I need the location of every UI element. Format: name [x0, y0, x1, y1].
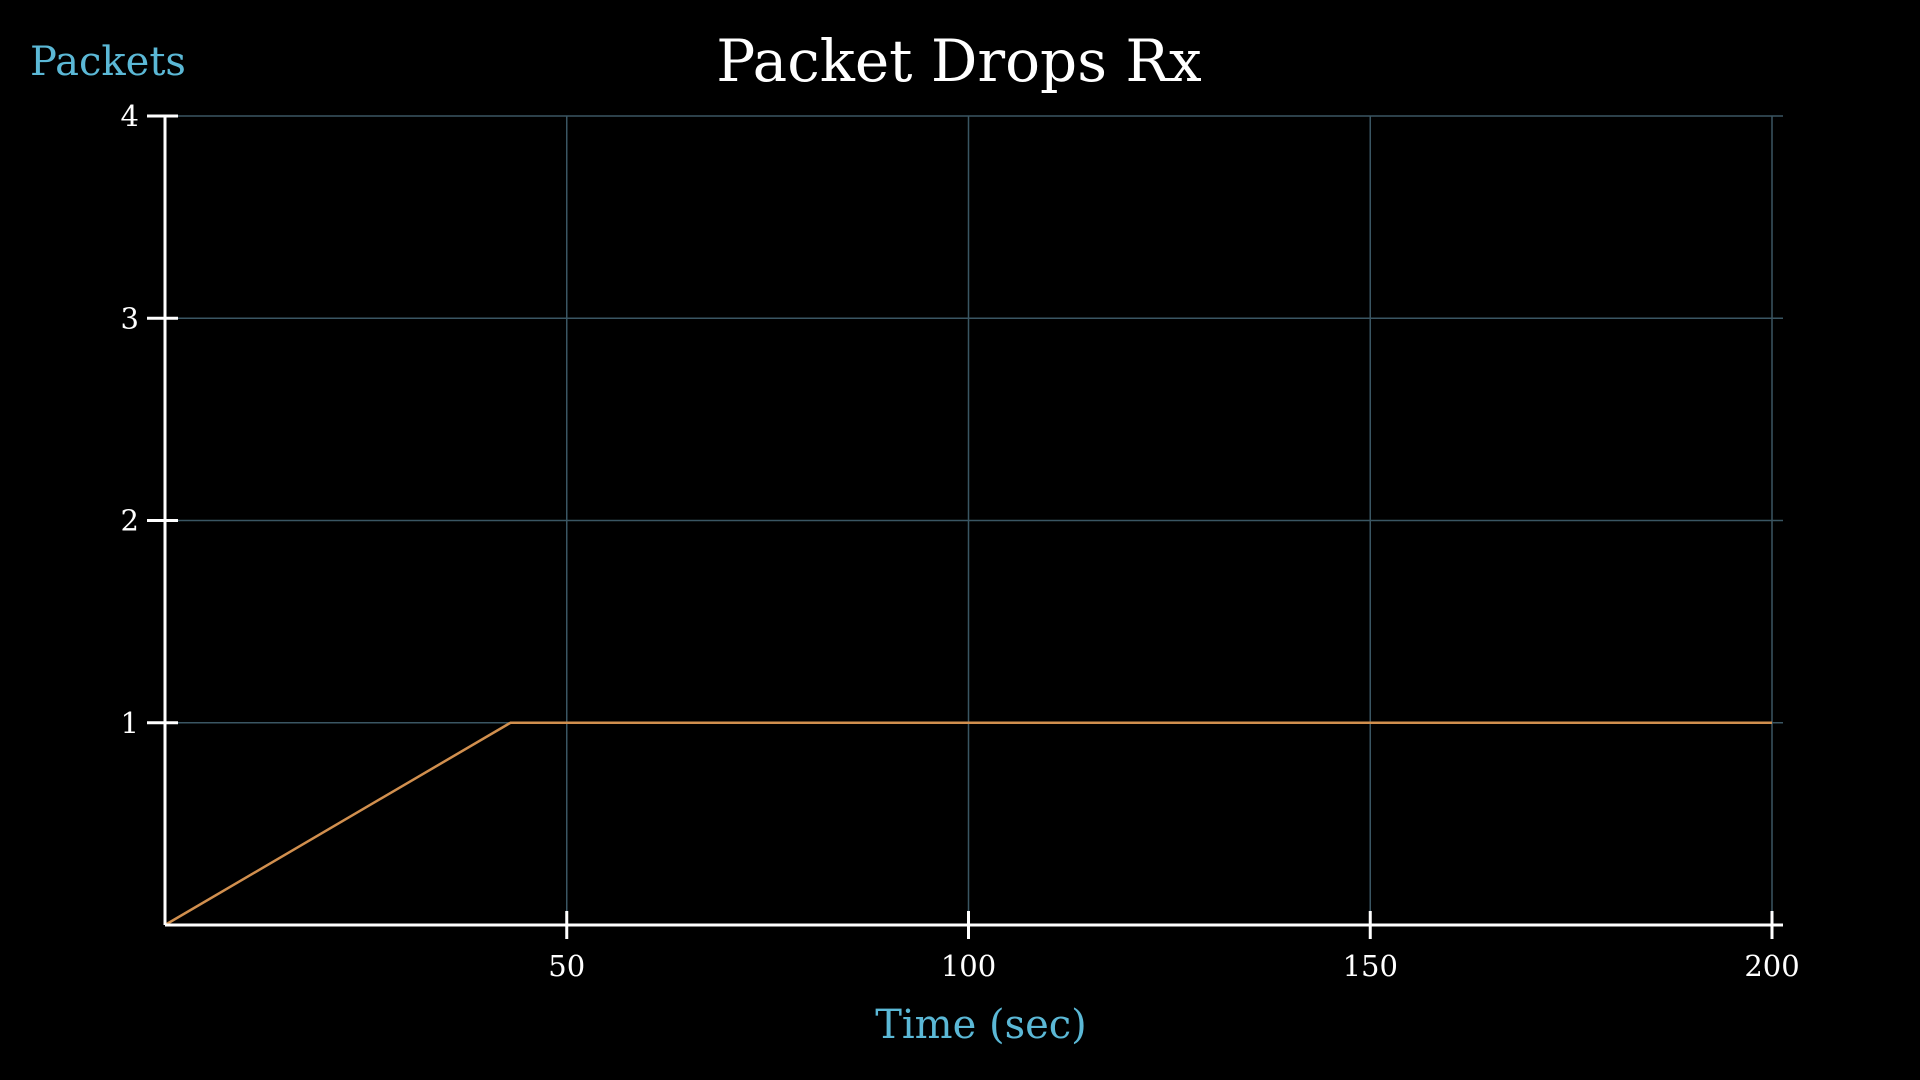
series-line — [164, 721, 1772, 927]
y-tick-label: 2 — [121, 504, 139, 538]
ticks: 50 100 150 200 1 2 3 4 — [121, 99, 1800, 983]
x-axis-label: Time (sec) — [875, 1002, 1087, 1048]
x-tick-label: 150 — [1343, 949, 1398, 983]
x-tick-label: 50 — [548, 949, 585, 983]
x-tick-label: 200 — [1744, 949, 1799, 983]
chart-title: Packet Drops Rx — [716, 27, 1202, 95]
y-tick-label: 1 — [121, 706, 139, 740]
y-tick-label: 3 — [121, 301, 139, 335]
grid-lines — [165, 115, 1783, 925]
y-axis-label: Packets — [30, 39, 186, 85]
y-tick-label: 4 — [121, 99, 139, 133]
series-layer — [164, 721, 1772, 927]
x-tick-label: 100 — [941, 949, 996, 983]
